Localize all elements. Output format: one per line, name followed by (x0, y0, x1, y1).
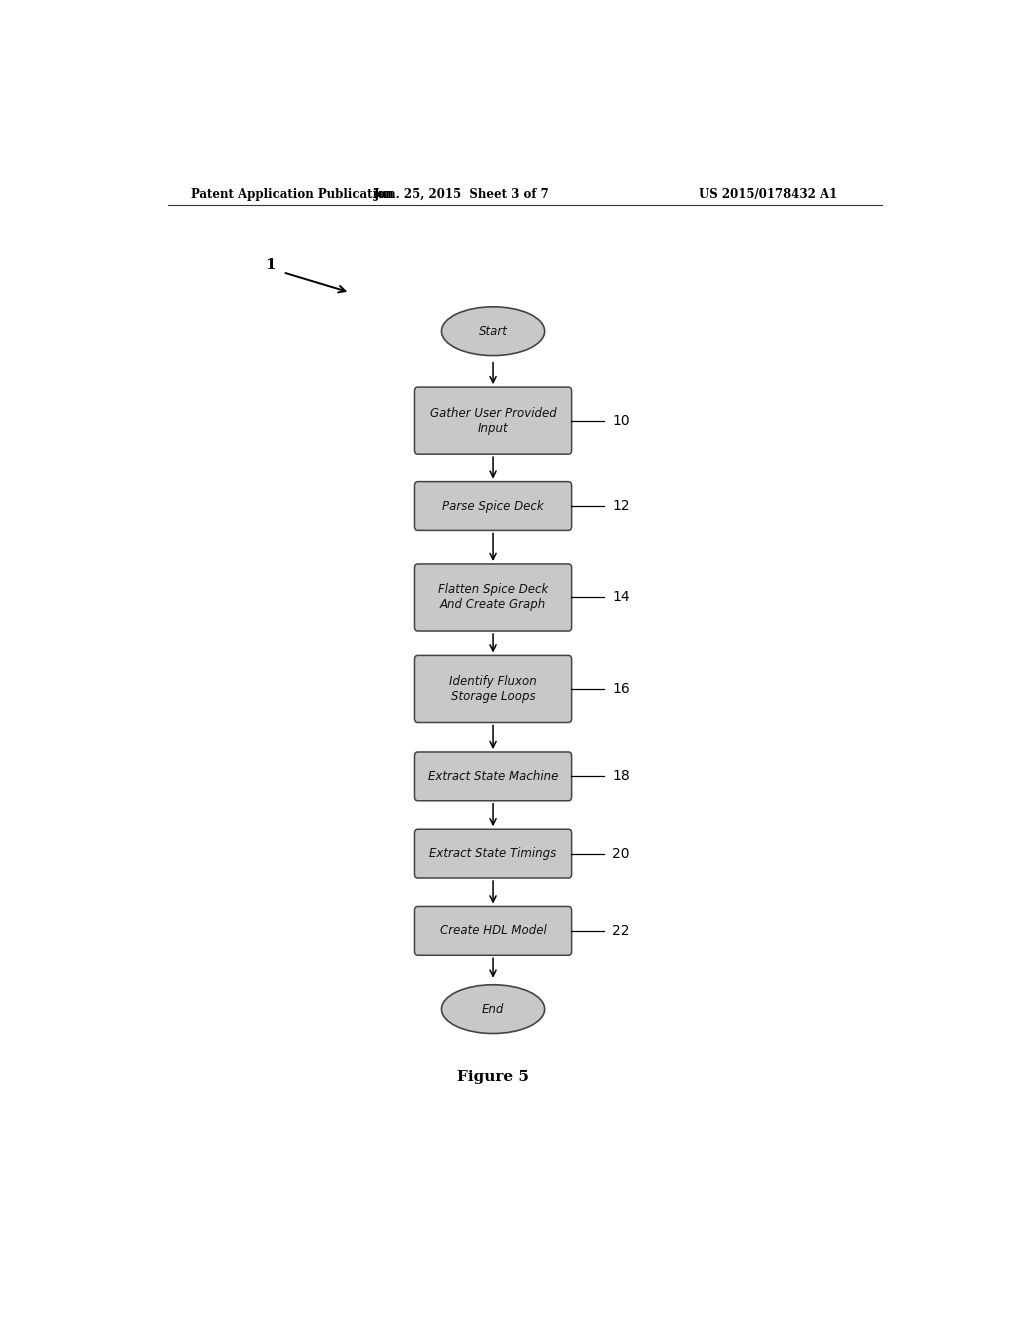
Text: Jun. 25, 2015  Sheet 3 of 7: Jun. 25, 2015 Sheet 3 of 7 (374, 189, 549, 202)
Text: US 2015/0178432 A1: US 2015/0178432 A1 (699, 189, 838, 202)
FancyBboxPatch shape (415, 907, 571, 956)
Text: Parse Spice Deck: Parse Spice Deck (442, 499, 544, 512)
Ellipse shape (441, 306, 545, 355)
Text: Create HDL Model: Create HDL Model (439, 924, 547, 937)
Ellipse shape (441, 985, 545, 1034)
Text: End: End (482, 1003, 504, 1015)
Text: 1: 1 (265, 259, 276, 272)
Text: Identify Fluxon
Storage Loops: Identify Fluxon Storage Loops (450, 675, 537, 704)
Text: 22: 22 (612, 924, 630, 939)
Text: 12: 12 (612, 499, 630, 513)
FancyBboxPatch shape (415, 829, 571, 878)
Text: Patent Application Publication: Patent Application Publication (191, 189, 394, 202)
FancyBboxPatch shape (415, 752, 571, 801)
Text: 10: 10 (612, 413, 630, 428)
Text: Figure 5: Figure 5 (457, 1071, 529, 1084)
Text: Start: Start (478, 325, 508, 338)
FancyBboxPatch shape (415, 387, 571, 454)
Text: Extract State Timings: Extract State Timings (429, 847, 557, 861)
FancyBboxPatch shape (415, 482, 571, 531)
FancyBboxPatch shape (415, 564, 571, 631)
Text: Gather User Provided
Input: Gather User Provided Input (430, 407, 556, 434)
FancyBboxPatch shape (415, 656, 571, 722)
Text: Flatten Spice Deck
And Create Graph: Flatten Spice Deck And Create Graph (438, 583, 548, 611)
Text: 16: 16 (612, 682, 630, 696)
Text: 20: 20 (612, 846, 630, 861)
Text: 14: 14 (612, 590, 630, 605)
Text: Extract State Machine: Extract State Machine (428, 770, 558, 783)
Text: 18: 18 (612, 770, 630, 783)
